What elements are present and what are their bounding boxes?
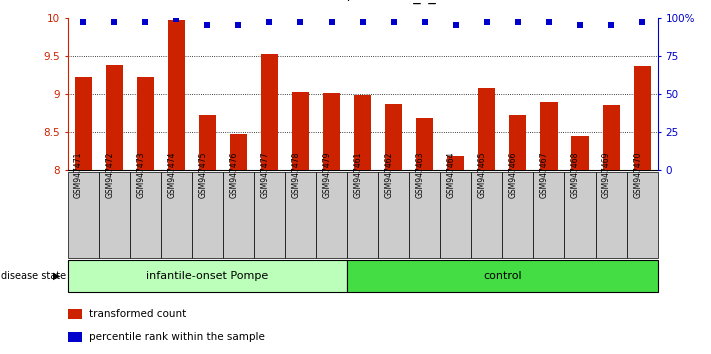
Bar	[634, 65, 651, 170]
Bar	[230, 134, 247, 170]
Point	[450, 22, 461, 28]
Text: GSM947473: GSM947473	[137, 152, 145, 198]
Text: transformed count: transformed count	[89, 309, 186, 319]
Bar	[626, 172, 658, 258]
Bar	[137, 77, 154, 170]
Text: GSM947474: GSM947474	[167, 152, 176, 198]
Text: GSM947466: GSM947466	[509, 152, 518, 198]
Text: infantile-onset Pompe: infantile-onset Pompe	[146, 271, 269, 281]
Bar	[503, 172, 533, 258]
Point	[326, 19, 337, 25]
Bar	[106, 65, 123, 170]
Point	[357, 19, 368, 25]
Bar	[316, 172, 347, 258]
Point	[232, 22, 244, 28]
Text: GSM947464: GSM947464	[447, 152, 456, 198]
Point	[574, 22, 586, 28]
Text: GSM947477: GSM947477	[260, 152, 269, 198]
Bar	[447, 156, 464, 170]
Bar	[479, 88, 496, 170]
Bar	[533, 172, 565, 258]
Text: GSM947475: GSM947475	[198, 152, 208, 198]
Bar	[292, 92, 309, 170]
Text: GDS4410 / 209071_s_at: GDS4410 / 209071_s_at	[274, 0, 451, 4]
Bar	[168, 20, 185, 170]
Bar	[471, 172, 503, 258]
Bar	[509, 115, 526, 170]
Bar	[602, 105, 619, 170]
Text: GSM947478: GSM947478	[292, 152, 301, 198]
Text: GSM947471: GSM947471	[74, 152, 83, 198]
Bar	[596, 172, 626, 258]
Text: GSM947468: GSM947468	[571, 152, 580, 198]
Text: GSM947462: GSM947462	[385, 152, 394, 198]
Point	[139, 19, 151, 25]
Text: GSM947470: GSM947470	[633, 152, 642, 198]
Bar	[129, 172, 161, 258]
Bar	[68, 172, 99, 258]
Text: GSM947465: GSM947465	[478, 152, 487, 198]
Bar	[68, 309, 82, 319]
Bar	[199, 115, 216, 170]
Text: percentile rank within the sample: percentile rank within the sample	[89, 332, 264, 342]
Bar	[354, 95, 371, 170]
Point	[419, 19, 430, 25]
Bar	[254, 172, 285, 258]
Bar	[261, 54, 278, 170]
Point	[543, 19, 555, 25]
Bar	[323, 93, 340, 170]
Bar	[99, 172, 129, 258]
Bar	[416, 118, 433, 170]
Bar	[347, 260, 658, 292]
Bar	[410, 172, 440, 258]
Bar	[75, 77, 92, 170]
Bar	[385, 104, 402, 170]
Point	[109, 19, 120, 25]
Point	[264, 19, 275, 25]
Bar	[378, 172, 410, 258]
Bar	[192, 172, 223, 258]
Text: GSM947461: GSM947461	[353, 152, 363, 198]
Bar	[285, 172, 316, 258]
Text: GSM947469: GSM947469	[602, 152, 611, 198]
Point	[77, 19, 89, 25]
Bar	[68, 332, 82, 342]
Text: GSM947479: GSM947479	[323, 152, 331, 198]
Text: GSM947467: GSM947467	[540, 152, 549, 198]
Text: control: control	[483, 271, 522, 281]
Text: disease state: disease state	[1, 271, 67, 281]
Bar	[540, 102, 557, 170]
Point	[202, 22, 213, 28]
Text: GSM947472: GSM947472	[105, 152, 114, 198]
Point	[512, 19, 523, 25]
Bar	[572, 136, 589, 170]
Text: GSM947463: GSM947463	[416, 152, 424, 198]
Point	[171, 16, 182, 22]
Bar	[565, 172, 596, 258]
Point	[636, 19, 648, 25]
Bar	[440, 172, 471, 258]
Bar	[347, 172, 378, 258]
Bar	[68, 260, 347, 292]
Point	[481, 19, 493, 25]
Point	[295, 19, 306, 25]
Text: GSM947476: GSM947476	[230, 152, 238, 198]
Text: ▶: ▶	[53, 271, 60, 281]
Point	[605, 22, 616, 28]
Point	[388, 19, 400, 25]
Bar	[223, 172, 254, 258]
Bar	[161, 172, 192, 258]
